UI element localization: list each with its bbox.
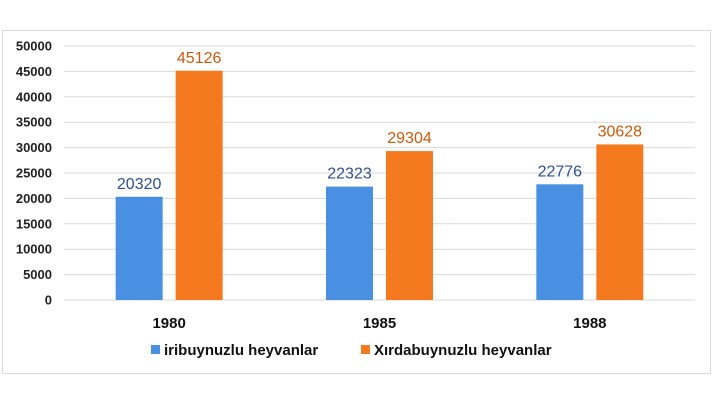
bar-xirda-1980: [175, 70, 223, 300]
data-label: 20320: [117, 176, 162, 193]
legend: iribuynuzlu heyvanlar Xırdabuynuzlu heyva…: [151, 342, 552, 359]
x-axis-category-labels: 1980 1985 1988: [152, 315, 606, 332]
legend-swatch: [361, 345, 370, 354]
y-tick-label: 40000: [16, 89, 52, 104]
y-axis-tick-labels: 0 5000 10000 15000 20000 25000 30000 35000 40000…: [16, 39, 52, 308]
data-label: 30628: [598, 123, 643, 140]
y-tick-label: 0: [45, 293, 52, 308]
legend-swatch: [151, 345, 160, 354]
data-label: 22323: [327, 166, 372, 183]
y-tick-label: 25000: [16, 166, 52, 181]
bar-xirda-1988: [596, 144, 644, 300]
data-label: 45126: [177, 50, 222, 67]
y-tick-label: 20000: [16, 191, 52, 206]
bar-iri-1980: [115, 196, 163, 300]
gridlines: [64, 45, 695, 301]
bar-xirda-1985: [386, 151, 433, 300]
data-label: 22776: [538, 163, 583, 180]
legend-label: iribuynuzlu heyvanlar: [164, 342, 318, 359]
bar-iri-1988: [536, 184, 584, 300]
y-tick-label: 15000: [16, 216, 52, 231]
legend-label: Xırdabuynuzlu heyvanlar: [374, 342, 552, 359]
x-category-label: 1980: [152, 315, 185, 332]
data-labels: 20320 45126 22323 29304 22776 30628: [117, 50, 642, 193]
bars: [115, 70, 644, 300]
data-label: 29304: [387, 130, 432, 147]
y-tick-label: 45000: [16, 64, 52, 79]
bar-iri-1985: [326, 186, 373, 300]
y-tick-label: 5000: [23, 267, 52, 282]
y-tick-label: 30000: [16, 140, 52, 155]
x-category-label: 1985: [363, 315, 396, 332]
y-tick-label: 35000: [16, 115, 52, 130]
y-tick-label: 10000: [16, 242, 52, 257]
x-category-label: 1988: [573, 315, 606, 332]
y-tick-label: 50000: [16, 39, 52, 54]
